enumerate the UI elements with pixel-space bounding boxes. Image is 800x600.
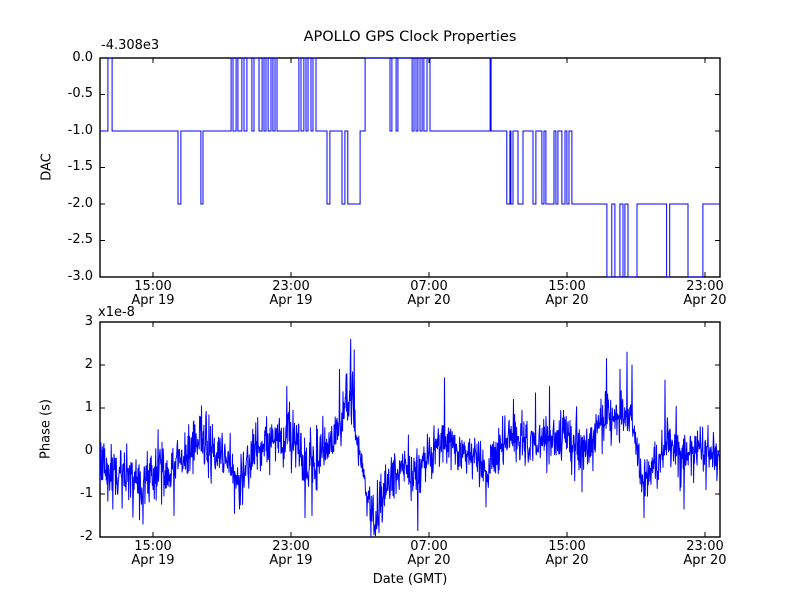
x-tick-time: 07:00	[410, 539, 448, 554]
y-tick-label: -2.0	[67, 196, 93, 211]
y-tick-label: -2	[80, 529, 93, 544]
x-tick-time: 15:00	[134, 539, 172, 554]
x-tick-time: 23:00	[686, 539, 724, 554]
y-tick-label: 1	[84, 400, 93, 415]
x-tick-label: 07:00 Apr 20	[387, 280, 471, 308]
y-tick-label: -1.5	[67, 159, 93, 174]
x-tick-time: 15:00	[548, 279, 586, 294]
y-tick-label: -1.0	[67, 123, 93, 138]
x-tick-date: Apr 19	[131, 293, 175, 308]
x-tick-date: Apr 20	[545, 553, 589, 568]
x-tick-label: 15:00 Apr 20	[525, 540, 609, 568]
x-tick-date: Apr 20	[545, 293, 589, 308]
x-tick-time: 23:00	[272, 539, 310, 554]
x-tick-time: 23:00	[686, 279, 724, 294]
y-tick-label: -2.5	[67, 232, 93, 247]
y-tick-label: 2	[84, 357, 93, 372]
x-tick-time: 15:00	[134, 279, 172, 294]
x-tick-date: Apr 20	[683, 293, 727, 308]
chart-title: APOLLO GPS Clock Properties	[303, 29, 517, 45]
x-tick-date: Apr 19	[269, 293, 313, 308]
x-axis-label: Date (GMT)	[372, 572, 448, 587]
x-tick-label: 23:00 Apr 20	[663, 280, 747, 308]
x-tick-date: Apr 19	[131, 553, 175, 568]
y-tick-label: 0	[84, 443, 93, 458]
x-tick-label: 23:00 Apr 19	[249, 540, 333, 568]
x-tick-label: 15:00 Apr 20	[525, 280, 609, 308]
y-tick-label: 3	[84, 314, 93, 329]
x-tick-time: 15:00	[548, 539, 586, 554]
y-tick-label: 0.0	[72, 50, 93, 65]
x-tick-label: 07:00 Apr 20	[387, 540, 471, 568]
x-tick-label: 15:00 Apr 19	[111, 280, 195, 308]
phase-axis-multiplier-label: x1e-8	[98, 305, 135, 320]
x-tick-date: Apr 20	[407, 293, 451, 308]
x-tick-label: 23:00 Apr 20	[663, 540, 747, 568]
y-tick-label: -0.5	[67, 86, 93, 101]
y-tick-label: -3.0	[67, 269, 93, 284]
x-tick-label: 15:00 Apr 19	[111, 540, 195, 568]
x-tick-time: 07:00	[410, 279, 448, 294]
y-tick-label: -1	[80, 486, 93, 501]
x-tick-time: 23:00	[272, 279, 310, 294]
dac-axis-offset-label: -4.308e3	[101, 38, 160, 53]
x-tick-date: Apr 20	[683, 553, 727, 568]
x-tick-date: Apr 19	[269, 553, 313, 568]
x-tick-label: 23:00 Apr 19	[249, 280, 333, 308]
x-tick-date: Apr 20	[407, 553, 451, 568]
